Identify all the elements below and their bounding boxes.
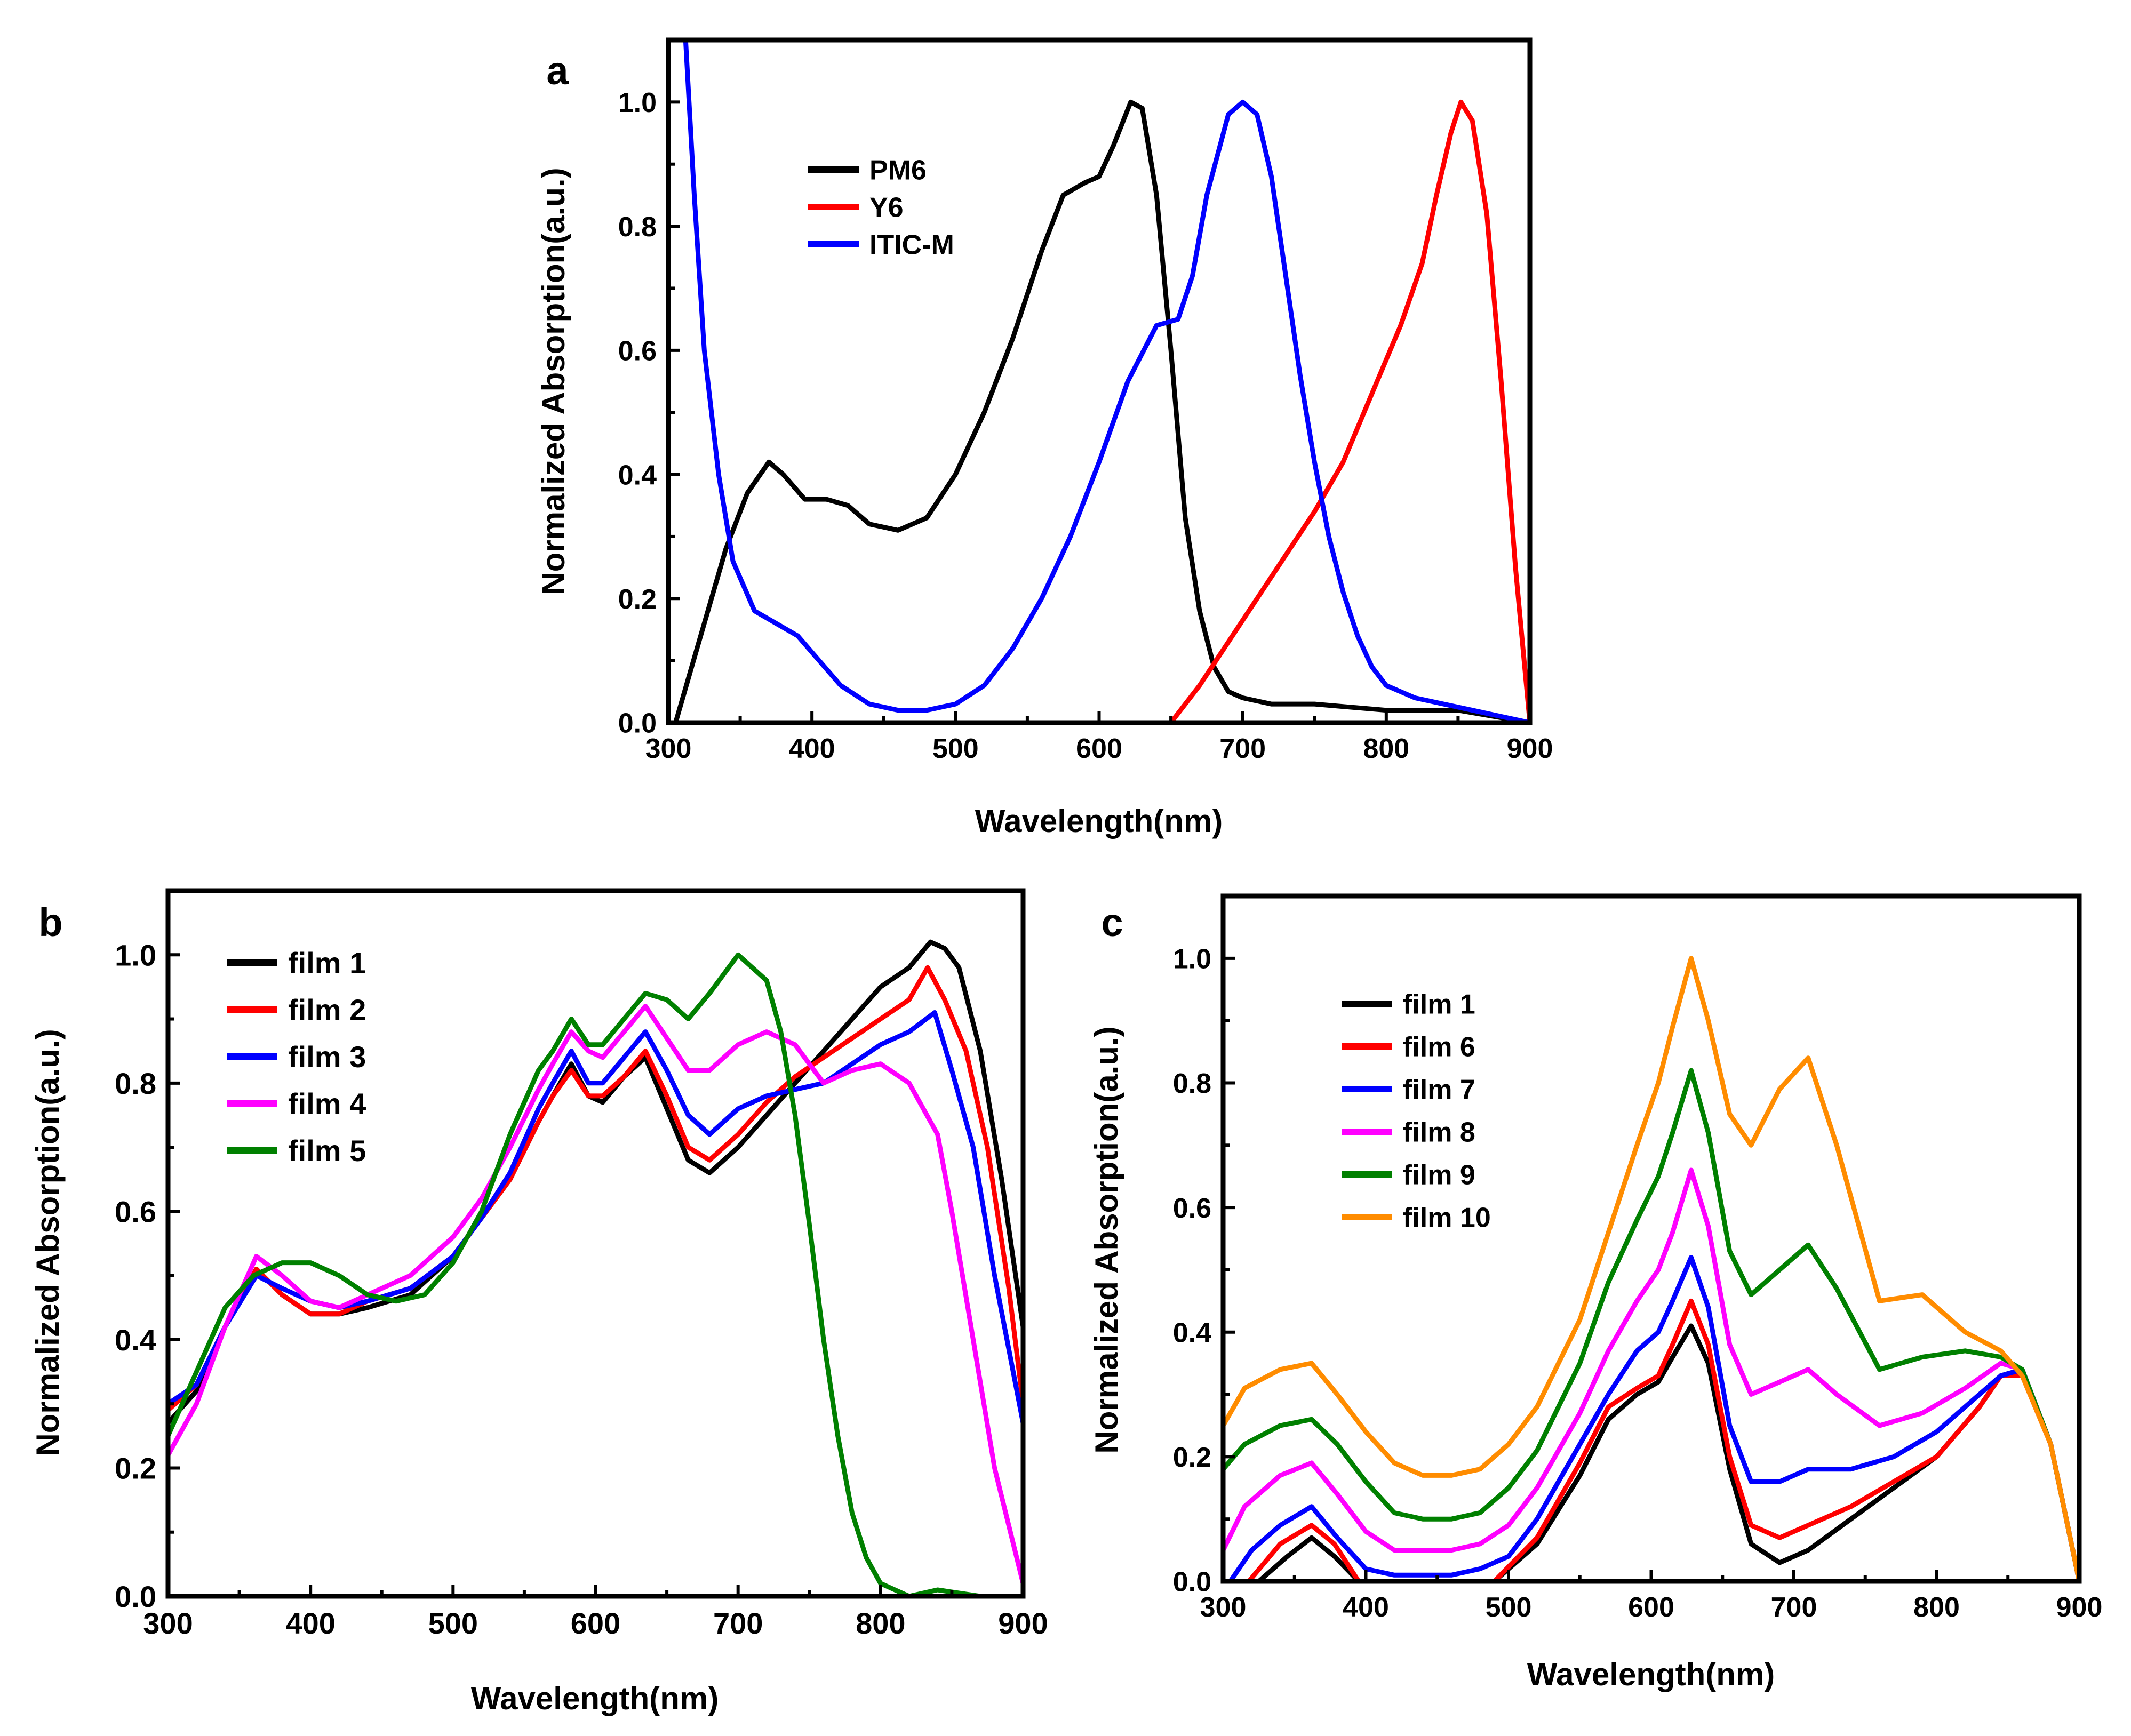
panel-b-x-axis-label: Wavelength(nm): [471, 1681, 719, 1716]
panel-c-x-tick-label: 900: [2056, 1592, 2103, 1623]
panel-c-x-tick-label: 400: [1343, 1592, 1389, 1623]
panel-c: c 300 400 500 600 700 800 900 0.0 0.2 0.4 0.6 0.8 1…: [1089, 893, 2103, 1692]
panel-a-x-axis-label: Wavelength(nm): [975, 803, 1223, 839]
panel-a-x-tick-label: 800: [1363, 733, 1409, 764]
panel-b-series: [168, 939, 1023, 1596]
panel-a-y-axis-label: Normalized Absorption(a.u.): [536, 167, 571, 595]
panel-b-y-tick-label: 0.4: [115, 1323, 156, 1357]
panel-c-x-tick-labels: 300 400 500 600 700 800 900: [1200, 1592, 2103, 1623]
panel-a-legend-label: ITIC-M: [869, 230, 954, 261]
panel-a-x-tick-label: 700: [1219, 733, 1266, 764]
panel-c-x-axis-label: Wavelength(nm): [1527, 1657, 1775, 1692]
panel-c-legend-label: film 6: [1403, 1032, 1475, 1063]
panel-b-y-tick-label: 1.0: [115, 938, 156, 972]
panel-c-legend-label: film 1: [1403, 989, 1475, 1020]
panel-b-y-tick-label: 0.8: [115, 1067, 156, 1100]
panel-c-legend: film 1 film 6 film 7 film 8 film 9 film 10: [1342, 989, 1491, 1234]
panel-a-x-tick-label: 400: [789, 733, 835, 764]
panel-a-x-tick-labels: 300 400 500 600 700 800 900: [645, 733, 1553, 764]
panel-b-y-tick-label: 0.2: [115, 1452, 156, 1485]
panel-a-legend-label: PM6: [869, 155, 927, 186]
panel-b-ticks: [166, 889, 1025, 1598]
panel-b-legend-label: film 5: [288, 1134, 366, 1167]
panel-b-legend-label: film 1: [288, 946, 366, 980]
panel-c-legend-label: film 10: [1403, 1203, 1491, 1234]
panel-b-y-tick-label: 0.6: [115, 1195, 156, 1229]
panel-c-legend-label: film 8: [1403, 1117, 1475, 1148]
panel-c-y-axis-label: Normalized Absorption(a.u.): [1089, 1026, 1124, 1453]
panel-a: a 300 400 500 600 700 800 900 0.0 0.2 0.4 0.6 0.8 1…: [536, 37, 1553, 839]
panel-a-x-tick-label: 900: [1507, 733, 1553, 764]
panel-a-x-tick-label: 500: [932, 733, 979, 764]
panel-b-x-tick-label: 500: [428, 1606, 478, 1640]
panel-a-x-tick-label: 300: [645, 733, 692, 764]
panel-c-y-tick-label: 0.8: [1173, 1068, 1211, 1099]
panel-b-legend-label: film 4: [288, 1087, 366, 1121]
panel-c-y-tick-label: 1.0: [1173, 944, 1211, 975]
panel-b-series-film-2: [168, 965, 1023, 1413]
panel-a-y-tick-label: 1.0: [618, 87, 657, 118]
panel-b-x-tick-label: 600: [571, 1606, 620, 1640]
panel-b-y-tick-labels: 0.0 0.2 0.4 0.6 0.8 1.0: [115, 938, 156, 1613]
panel-b-label: b: [38, 900, 62, 945]
panel-b-series-film-4: [168, 1004, 1023, 1586]
panel-a-y-tick-label: 0.4: [618, 460, 657, 491]
panel-c-plot-frame: [1220, 893, 2082, 1584]
panel-b-x-tick-label: 800: [856, 1606, 905, 1640]
panel-b-legend-label: film 2: [288, 993, 366, 1027]
panel-a-series: [673, 40, 1530, 723]
panel-a-series-y6: [1168, 99, 1530, 723]
panel-c-label: c: [1101, 900, 1123, 945]
panel-a-x-tick-label: 600: [1076, 733, 1122, 764]
panel-b-y-axis-label: Normalized Absorption(a.u.): [30, 1029, 66, 1456]
panel-b-x-tick-label: 400: [285, 1606, 335, 1640]
panel-a-label: a: [546, 49, 569, 93]
panel-b-y-tick-label: 0.0: [115, 1580, 156, 1613]
panel-c-series-film-6: [1246, 1298, 2079, 1581]
panel-c-y-tick-label: 0.4: [1173, 1317, 1211, 1348]
panel-c-series-film-8: [1223, 1167, 2079, 1581]
panel-c-y-tick-label: 0.0: [1173, 1567, 1211, 1598]
panel-c-y-tick-label: 0.6: [1173, 1193, 1211, 1224]
panel-c-series-film-10: [1223, 956, 2079, 1581]
panel-c-series-film-9: [1223, 1068, 2079, 1581]
panel-c-x-tick-label: 500: [1486, 1592, 1532, 1623]
panel-b-x-tick-labels: 300 400 500 600 700 800 900: [143, 1606, 1048, 1640]
panel-a-plot-frame: [666, 37, 1533, 725]
panel-b-legend: film 1 film 2 film 3 film 4 film 5: [227, 946, 366, 1167]
panel-b-series-film-5: [168, 952, 1023, 1596]
panel-c-x-tick-label: 300: [1200, 1592, 1247, 1623]
panel-b-x-tick-label: 900: [998, 1606, 1048, 1640]
panel-c-x-tick-label: 600: [1628, 1592, 1674, 1623]
panel-c-legend-label: film 7: [1403, 1075, 1475, 1106]
panel-c-ticks: [1222, 894, 2081, 1583]
panel-a-legend-label: Y6: [869, 193, 904, 223]
panel-a-y-tick-label: 0.0: [618, 708, 657, 739]
panel-a-y-tick-label: 0.8: [618, 212, 657, 243]
panel-a-series-pm6: [673, 99, 1530, 723]
panel-c-legend-label: film 9: [1403, 1160, 1475, 1191]
panel-a-legend: PM6 Y6 ITIC-M: [808, 155, 954, 261]
panel-a-series-itic-m: [683, 40, 1530, 723]
panel-c-y-tick-labels: 0.0 0.2 0.4 0.6 0.8 1.0: [1173, 944, 1211, 1598]
panel-c-series: [1223, 956, 2079, 1581]
panel-c-x-tick-label: 700: [1771, 1592, 1817, 1623]
panel-b-x-tick-label: 700: [713, 1606, 763, 1640]
panel-c-series-film-7: [1227, 1255, 2079, 1581]
panel-b-x-tick-label: 300: [143, 1606, 193, 1640]
panel-c-y-tick-label: 0.2: [1173, 1442, 1211, 1473]
panel-a-y-tick-labels: 0.0 0.2 0.4 0.6 0.8 1.0: [618, 87, 657, 739]
panel-a-y-tick-label: 0.6: [618, 336, 657, 367]
panel-b: b 300 400 500 600 700 800 900 0.0 0.2 0.4 0.6 0.8 1…: [30, 888, 1048, 1716]
panel-c-x-tick-label: 800: [1913, 1592, 1960, 1623]
panel-b-legend-label: film 3: [288, 1040, 366, 1074]
panel-a-ticks: [667, 38, 1531, 724]
panel-a-y-tick-label: 0.2: [618, 584, 657, 615]
